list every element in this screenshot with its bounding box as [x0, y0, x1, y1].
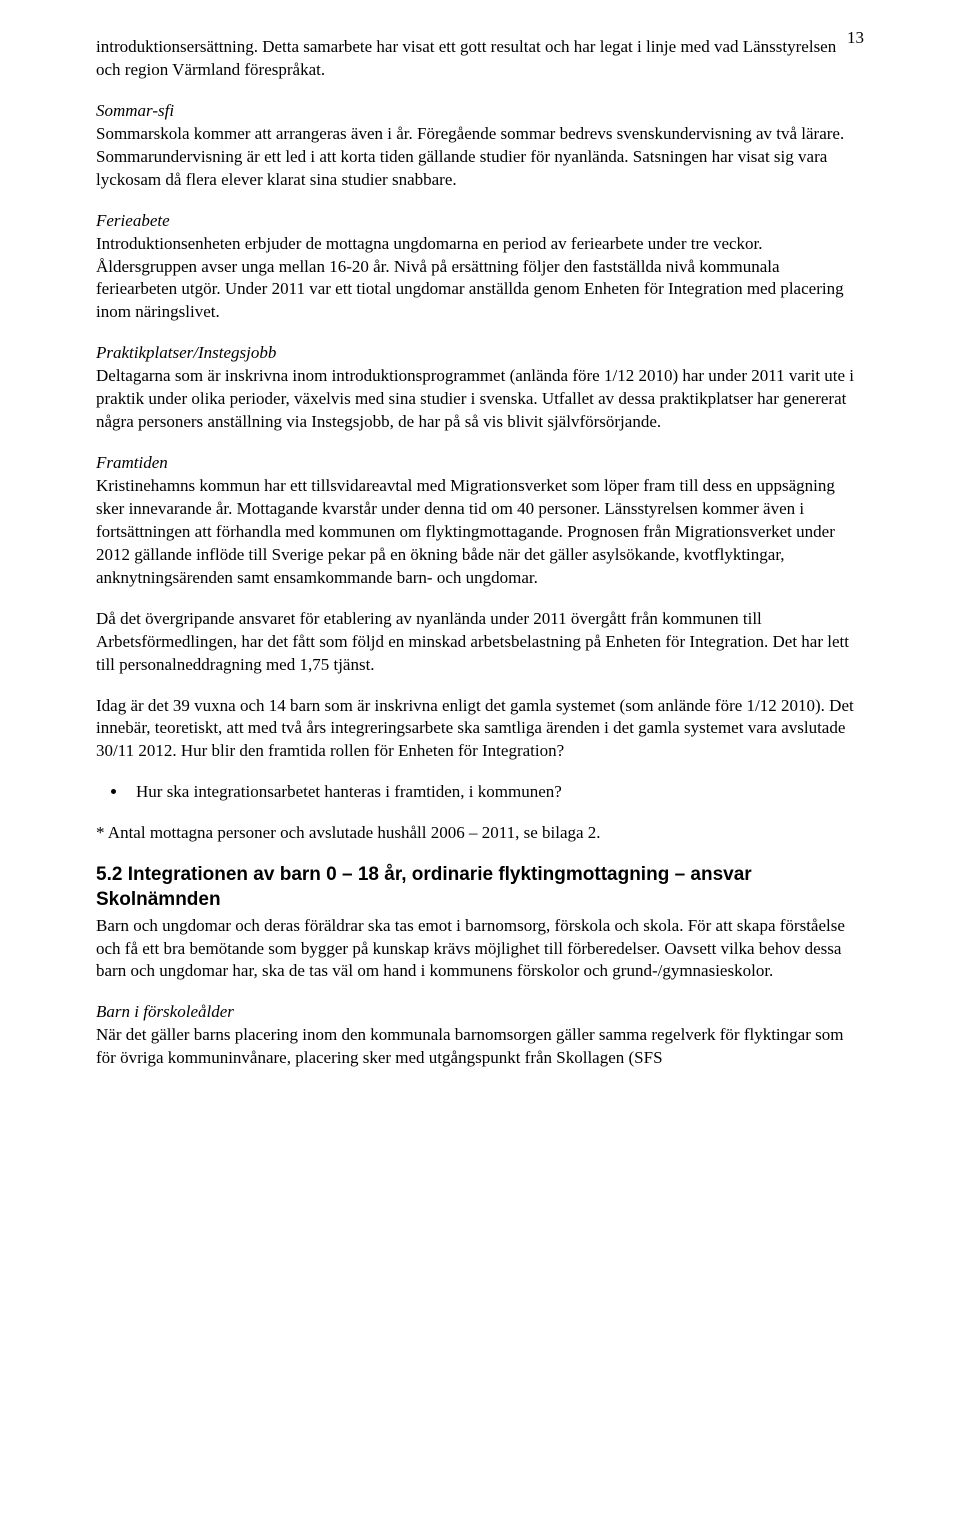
- subsection-label-framtiden: Framtiden: [96, 453, 168, 472]
- bullet-list: Hur ska integrationsarbetet hanteras i f…: [96, 781, 864, 804]
- paragraph-praktik: Deltagarna som är inskrivna inom introdu…: [96, 365, 864, 434]
- document-page: 13 introduktionsersättning. Detta samarb…: [0, 0, 960, 1539]
- subsection-label-praktik: Praktikplatser/Instegsjobb: [96, 343, 276, 362]
- subsection-label-ferieabete: Ferieabete: [96, 211, 170, 230]
- paragraph-ferieabete: Introduktionsenheten erbjuder de mottagn…: [96, 233, 864, 325]
- list-item: Hur ska integrationsarbetet hanteras i f…: [128, 781, 864, 804]
- subsection: Framtiden: [96, 452, 864, 475]
- paragraph-sommar-sfi: Sommarskola kommer att arrangeras även i…: [96, 123, 864, 192]
- subsection: Praktikplatser/Instegsjobb: [96, 342, 864, 365]
- subsection: Sommar-sfi: [96, 100, 864, 123]
- footnote: * Antal mottagna personer och avslutade …: [96, 822, 864, 845]
- paragraph-5-2-body: Barn och ungdomar och deras föräldrar sk…: [96, 915, 864, 984]
- paragraph-ansvar: Då det övergripande ansvaret för etabler…: [96, 608, 864, 677]
- subsection: Ferieabete: [96, 210, 864, 233]
- section-heading-5-2: 5.2 Integrationen av barn 0 – 18 år, ord…: [96, 863, 864, 912]
- paragraph-barn: När det gäller barns placering inom den …: [96, 1024, 864, 1070]
- subsection-label-sommar-sfi: Sommar-sfi: [96, 101, 174, 120]
- page-number: 13: [847, 28, 864, 48]
- subsection: Barn i förskoleålder: [96, 1001, 864, 1024]
- subsection-label-barn: Barn i förskoleålder: [96, 1002, 234, 1021]
- paragraph-inskrivna: Idag är det 39 vuxna och 14 barn som är …: [96, 695, 864, 764]
- paragraph-intro: introduktionsersättning. Detta samarbete…: [96, 36, 864, 82]
- paragraph-framtiden: Kristinehamns kommun har ett tillsvidare…: [96, 475, 864, 590]
